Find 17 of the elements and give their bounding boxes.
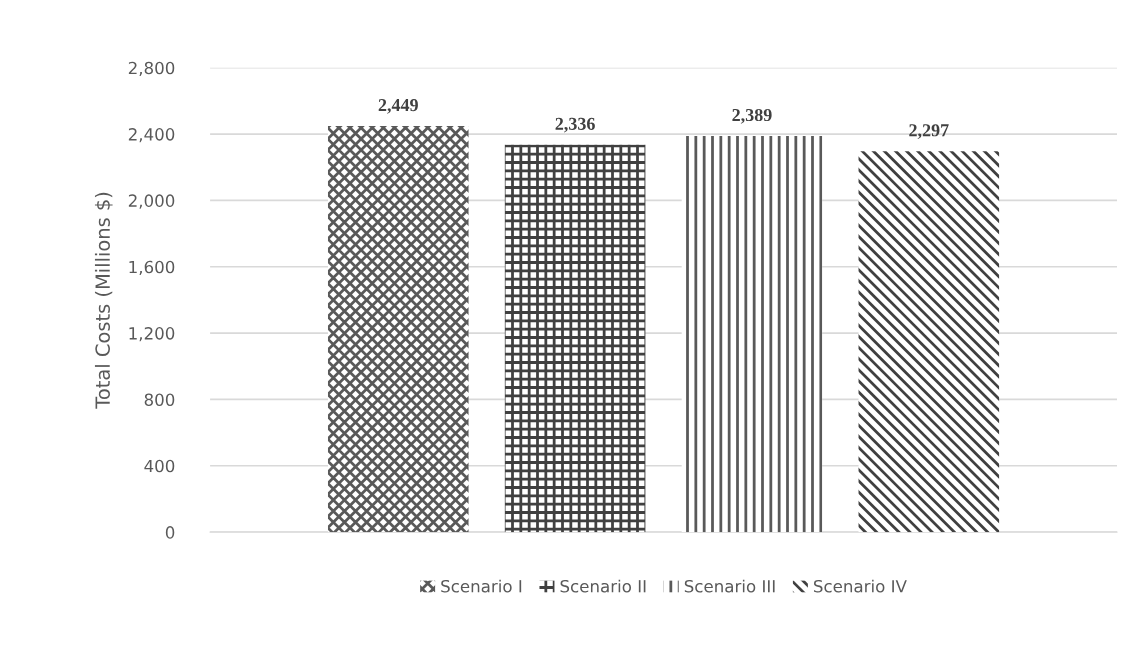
legend-label: Scenario IV — [813, 579, 907, 593]
y-tick-label: 400 — [144, 459, 175, 473]
legend-label: Scenario I — [441, 579, 522, 593]
y-tick-label: 0 — [165, 526, 175, 539]
y-tick-label: 800 — [144, 393, 175, 407]
y-tick-label: 1,600 — [129, 260, 175, 276]
y-tick-label: 2,000 — [128, 194, 175, 209]
data-label: 2,449 — [378, 99, 418, 114]
y-tick-label: 1,200 — [129, 327, 175, 342]
y-axis-title: Total Costs (Millions $) — [94, 192, 113, 409]
data-label: 2,336 — [555, 117, 595, 133]
y-tick-label: 2,800 — [128, 61, 175, 76]
y-tick-label: 2,400 — [128, 128, 175, 143]
data-label: 2,297 — [909, 124, 949, 139]
legend-label: Scenario II — [560, 579, 646, 593]
data-label: 2,389 — [732, 108, 772, 124]
legend-label: Scenario III — [684, 579, 775, 593]
